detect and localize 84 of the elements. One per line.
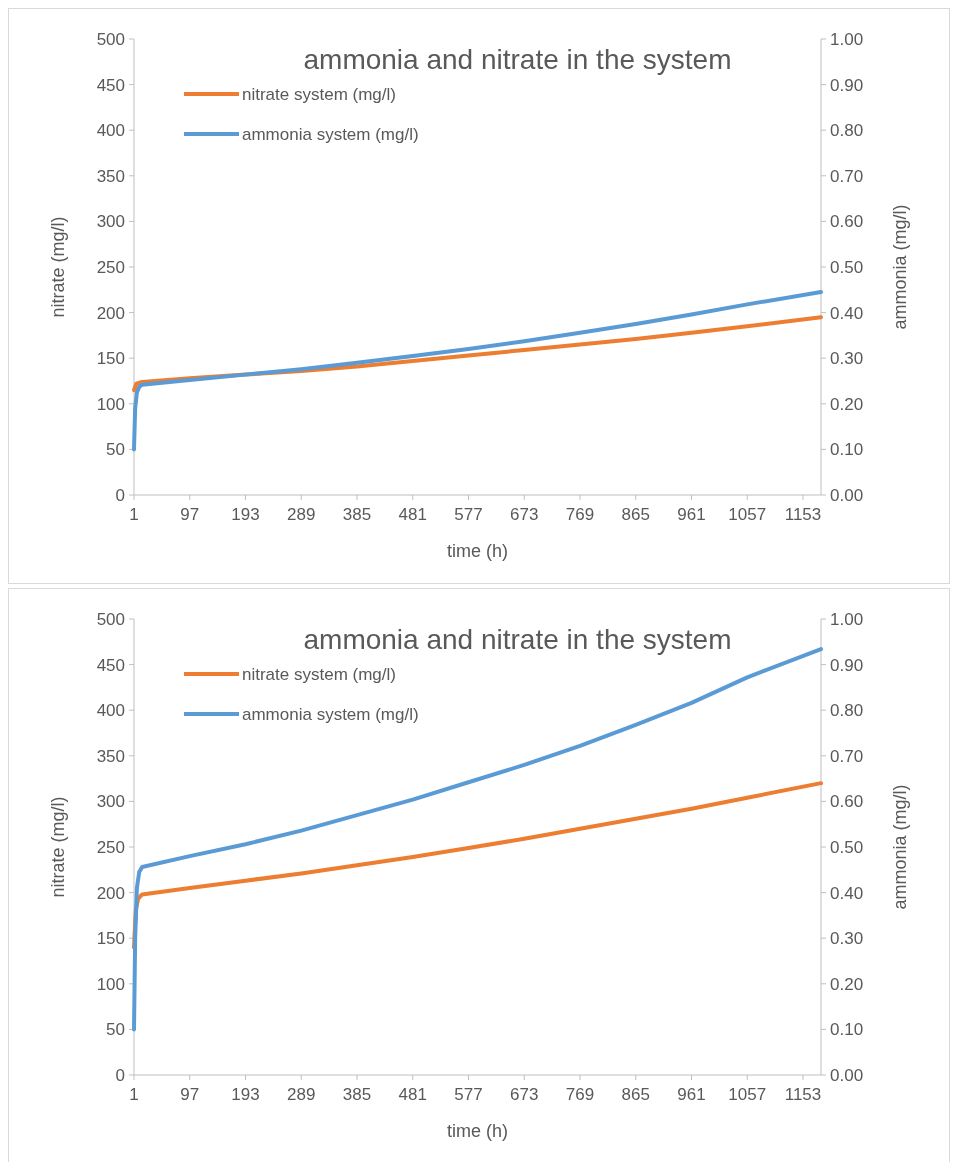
line-series <box>132 781 823 950</box>
y2-tick-label: 0.10 <box>830 440 864 460</box>
x-tick-label: 769 <box>565 505 595 524</box>
y2-tick-label: 0.50 <box>830 257 864 277</box>
y2-tick-label: 0.20 <box>830 974 864 994</box>
y2-tick-label: 0.30 <box>830 349 864 369</box>
y-tick-label: 200 <box>96 303 125 323</box>
x-tick-label: 97 <box>180 1085 200 1104</box>
x-tick-label: 481 <box>398 1085 427 1104</box>
y-tick-label: 450 <box>96 75 125 95</box>
chart-title: ammonia and nitrate in the system <box>303 44 732 75</box>
y2-tick-label: 1.00 <box>830 29 864 49</box>
x-tick-label: 673 <box>510 1085 539 1104</box>
y-axis-title: nitrate (mg/l) <box>48 216 68 318</box>
y2-tick-label: 0.40 <box>830 303 864 323</box>
y2-axis-title: ammonia (mg/l) <box>890 784 910 910</box>
y-tick-label: 400 <box>96 121 125 141</box>
x-tick-label: 961 <box>677 505 706 524</box>
y-tick-label: 50 <box>106 1020 125 1040</box>
x-tick-label: 385 <box>342 1085 372 1104</box>
y2-tick-label: 0.40 <box>830 883 864 903</box>
y-tick-label: 350 <box>96 166 125 186</box>
y2-tick-label: 0.80 <box>830 121 864 141</box>
x-tick-label: 1057 <box>728 1085 767 1104</box>
x-tick-label: 193 <box>231 505 260 524</box>
y2-tick-label: 0.70 <box>830 746 864 766</box>
y2-tick-label: 0.20 <box>830 394 864 414</box>
x-tick-label: 193 <box>231 1085 260 1104</box>
y2-tick-label: 0.60 <box>830 792 864 812</box>
y2-tick-label: 0.80 <box>830 701 864 721</box>
y-tick-label: 300 <box>96 212 125 232</box>
y-tick-label: 500 <box>96 29 125 49</box>
x-tick-label: 673 <box>510 505 539 524</box>
y-tick-label: 150 <box>96 929 125 949</box>
x-tick-label: 1153 <box>784 1085 822 1104</box>
x-tick-label: 1 <box>129 505 139 524</box>
line-series <box>132 290 823 452</box>
y2-tick-label: 0.60 <box>830 212 864 232</box>
y-tick-label: 0 <box>115 485 125 505</box>
x-tick-label: 769 <box>565 1085 595 1104</box>
y2-tick-label: 0.30 <box>830 929 864 949</box>
x-tick-label: 577 <box>454 1085 483 1104</box>
legend-label: ammonia system (mg/l) <box>242 704 419 724</box>
x-tick-label: 1153 <box>784 505 822 524</box>
x-tick-label: 289 <box>287 1085 316 1104</box>
legend-label: ammonia system (mg/l) <box>242 124 419 144</box>
y2-tick-label: 0.90 <box>830 655 864 675</box>
x-tick-label: 865 <box>621 505 650 524</box>
y-tick-label: 100 <box>96 974 125 994</box>
legend-label: nitrate system (mg/l) <box>242 664 396 684</box>
y-tick-label: 350 <box>96 746 125 766</box>
y-tick-label: 500 <box>96 609 125 629</box>
y2-tick-label: 0.00 <box>830 485 864 505</box>
y2-tick-label: 0.90 <box>830 75 864 95</box>
y-tick-label: 100 <box>96 394 125 414</box>
x-tick-label: 1057 <box>728 505 767 524</box>
y-tick-label: 150 <box>96 349 125 369</box>
y2-tick-label: 0.50 <box>830 837 864 857</box>
y2-tick-label: 0.10 <box>830 1020 864 1040</box>
y-tick-label: 50 <box>106 440 125 460</box>
chart-title: ammonia and nitrate in the system <box>303 624 732 655</box>
y-tick-label: 0 <box>115 1065 125 1085</box>
y-axis-title: nitrate (mg/l) <box>48 796 68 898</box>
y-tick-label: 450 <box>96 655 125 675</box>
y2-tick-label: 0.70 <box>830 166 864 186</box>
y-tick-label: 200 <box>96 883 125 903</box>
x-tick-label: 481 <box>398 505 427 524</box>
x-axis-title: time (h) <box>446 541 509 561</box>
x-axis-title: time (h) <box>446 1121 509 1141</box>
x-tick-label: 865 <box>621 1085 650 1104</box>
x-tick-label: 289 <box>287 505 316 524</box>
y2-axis-title: ammonia (mg/l) <box>890 204 910 330</box>
y-tick-label: 400 <box>96 701 125 721</box>
y2-tick-label: 1.00 <box>830 609 864 629</box>
legend-label: nitrate system (mg/l) <box>242 84 396 104</box>
y-tick-label: 250 <box>96 257 125 277</box>
y-tick-label: 250 <box>96 837 125 857</box>
x-tick-label: 97 <box>180 505 200 524</box>
x-tick-label: 577 <box>454 505 483 524</box>
x-tick-label: 1 <box>129 1085 139 1104</box>
y-tick-label: 300 <box>96 792 125 812</box>
x-tick-label: 961 <box>677 1085 706 1104</box>
x-tick-label: 385 <box>342 505 372 524</box>
y2-tick-label: 0.00 <box>830 1065 864 1085</box>
